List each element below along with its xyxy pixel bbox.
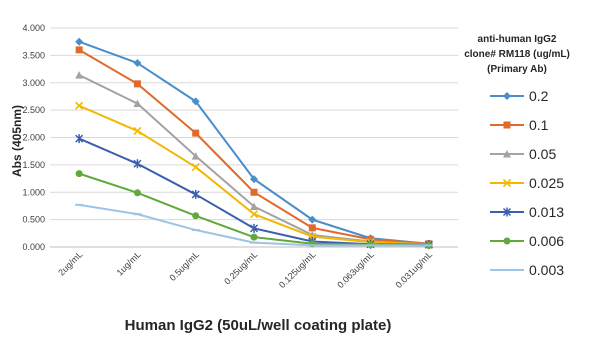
y-tick-label: 0.000 <box>22 242 45 252</box>
legend-marker <box>503 121 511 129</box>
data-point <box>191 152 200 160</box>
data-point <box>250 202 258 210</box>
data-point <box>191 97 200 106</box>
legend-title-line: clone# RM118 (ug/mL) <box>464 49 570 60</box>
x-tick-label: 0.063ug/mL <box>335 249 376 290</box>
series-line <box>78 74 429 246</box>
y-tick-labels: 0.000 0.500 1.000 1.500 2.000 2.500 3.000 3.500… <box>22 23 45 252</box>
series-0.003 <box>75 203 433 247</box>
y-tick-label: 3.000 <box>22 78 45 88</box>
series-0.2 <box>75 37 433 248</box>
y-tick-label: 3.500 <box>22 50 45 60</box>
legend-item: 0.013 <box>490 204 564 220</box>
data-point <box>133 126 142 135</box>
legend-label: 0.05 <box>529 146 556 162</box>
series-lines <box>75 37 433 250</box>
y-tick-label: 1.500 <box>22 160 45 170</box>
legend-title-line: anti-human IgG2 <box>478 34 557 45</box>
legend-title-line: (Primary Ab) <box>487 64 547 75</box>
data-point <box>249 210 259 219</box>
data-point <box>75 134 84 144</box>
y-tick-label: 2.000 <box>22 133 45 143</box>
series-0.1 <box>75 46 433 248</box>
legend-marker <box>502 207 512 217</box>
data-point <box>250 188 258 196</box>
x-tick-label: 0.031ug/mL <box>394 249 435 290</box>
y-axis-title: Abs (405nm) <box>10 105 24 177</box>
y-tick-label: 1.000 <box>22 187 45 197</box>
x-tick-labels: 2ug/mL 1ug/mL 0.5ug/mL 0.25ug/mL 0.125ug/mL 0… <box>56 249 434 290</box>
data-point <box>308 215 317 224</box>
data-point <box>75 71 84 79</box>
data-point <box>133 59 142 68</box>
legend-item: 0.1 <box>490 117 549 133</box>
legend-marker <box>503 237 511 245</box>
data-point <box>133 99 142 108</box>
data-point <box>133 189 141 197</box>
x-axis-title: Human IgG2 (50uL/well coating plate) <box>125 317 392 334</box>
series-line <box>78 104 429 246</box>
data-point <box>191 189 200 199</box>
data-point <box>75 46 83 54</box>
legend-marker <box>503 150 511 158</box>
y-tick-label: 2.500 <box>22 105 45 115</box>
legend-label: 0.025 <box>529 175 564 191</box>
data-point <box>308 224 316 232</box>
y-tick-label: 0.500 <box>22 215 45 225</box>
data-point <box>75 170 83 178</box>
legend-label: 0.003 <box>529 262 564 278</box>
data-point <box>250 233 258 241</box>
data-point <box>250 175 258 184</box>
data-point <box>192 129 200 137</box>
data-point <box>75 37 84 46</box>
legend-item: 0.006 <box>490 233 564 249</box>
x-tick-label: 0.5ug/mL <box>168 249 202 283</box>
legend-label: 0.006 <box>529 233 564 249</box>
x-tick-label: 1ug/mL <box>115 249 143 277</box>
gridlines <box>50 27 458 248</box>
legend-label: 0.2 <box>529 88 549 104</box>
legend-marker <box>503 92 511 100</box>
data-point <box>75 101 84 110</box>
legend-item: 0.025 <box>490 175 564 191</box>
legend-item: 0.05 <box>490 146 556 162</box>
x-tick-label: 0.25ug/mL <box>222 249 259 286</box>
legend-item: 0.2 <box>490 88 549 104</box>
data-point <box>249 223 259 233</box>
data-point <box>191 162 200 172</box>
data-point <box>192 212 200 220</box>
legend-marker <box>502 178 512 188</box>
data-point <box>133 159 142 169</box>
legend: anti-human IgG2 clone# RM118 (ug/mL) (Prim… <box>464 34 570 278</box>
x-tick-label: 2ug/mL <box>56 249 84 277</box>
legend-label: 0.1 <box>529 117 549 133</box>
x-tick-label: 0.125ug/mL <box>277 249 318 290</box>
legend-item: 0.003 <box>490 262 564 278</box>
data-point <box>133 80 141 88</box>
legend-label: 0.013 <box>529 204 564 220</box>
y-tick-label: 4.000 <box>22 23 45 33</box>
